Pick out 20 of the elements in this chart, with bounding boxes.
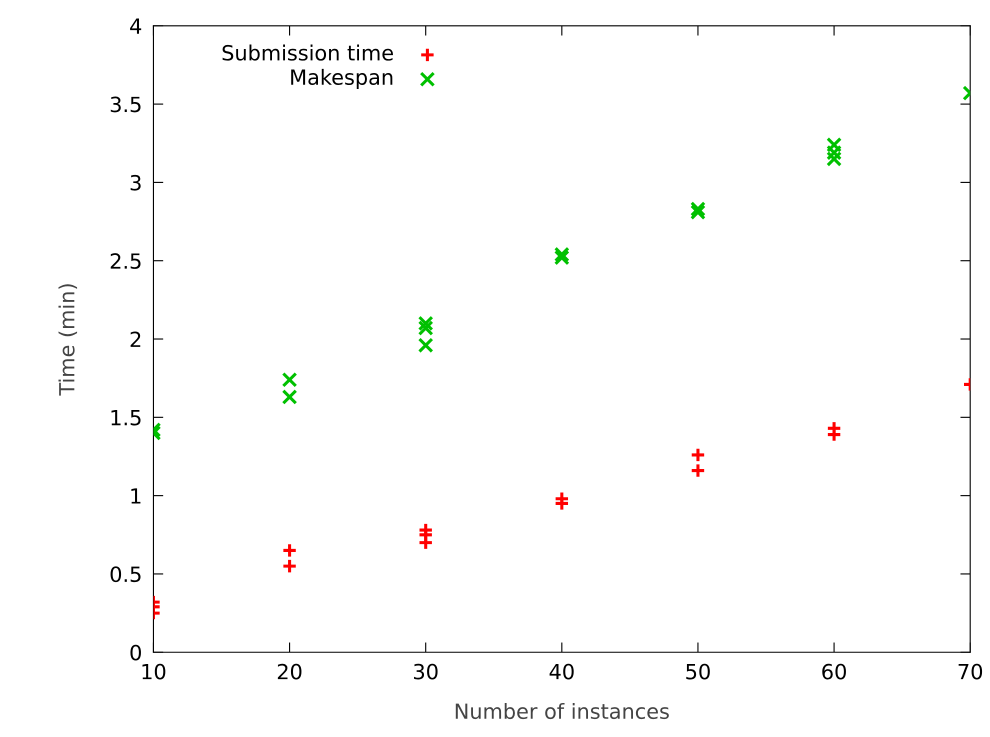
y-axis-title: Time (min) bbox=[58, 284, 78, 396]
x-tick-label: 70 bbox=[958, 664, 982, 680]
y-tick-label: 1.5 bbox=[111, 410, 141, 426]
x-tick-label: 50 bbox=[686, 664, 710, 680]
x-tick-label: 40 bbox=[550, 664, 574, 680]
y-tick-label: 2.5 bbox=[110, 253, 141, 269]
x-axis-title: Number of instances bbox=[456, 702, 669, 720]
y-tick-label: 1 bbox=[131, 488, 140, 504]
legend-label: Submission time bbox=[222, 44, 393, 61]
y-tick-label: 3.5 bbox=[110, 96, 141, 112]
y-tick-label: 2 bbox=[130, 331, 140, 347]
y-tick-label: 4 bbox=[130, 18, 142, 34]
y-tick-label: 0.5 bbox=[110, 566, 141, 582]
legend-label: Makespan bbox=[291, 68, 392, 90]
x-tick-label: 30 bbox=[414, 664, 438, 680]
x-tick-label: 10 bbox=[142, 664, 166, 680]
x-tick-label: 60 bbox=[822, 664, 846, 680]
y-tick-label: 3 bbox=[130, 174, 141, 191]
y-tick-label: 0 bbox=[130, 644, 141, 660]
x-tick-label: 20 bbox=[278, 664, 302, 680]
